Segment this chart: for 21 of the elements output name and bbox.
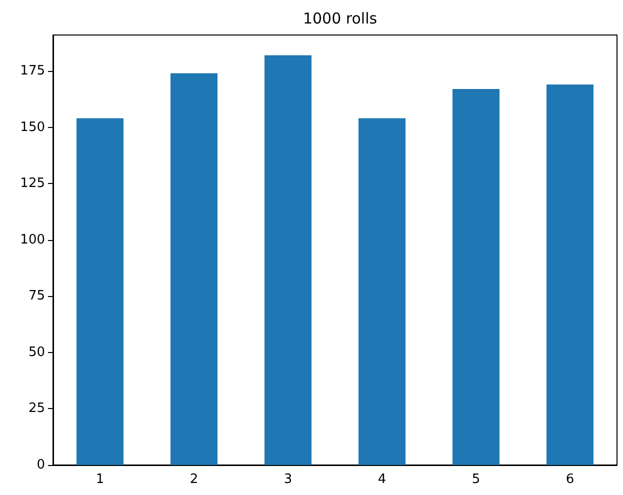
bar [76, 118, 124, 465]
y-tick-label: 75 [28, 288, 45, 304]
y-tick-label: 0 [36, 458, 45, 472]
x-tick-label: 1 [96, 472, 104, 487]
x-tick-label: 4 [378, 472, 386, 487]
x-tick-label: 5 [472, 472, 480, 487]
y-tick-label: 100 [20, 232, 45, 248]
y-tick-label: 25 [28, 401, 45, 416]
y-tick-label: 150 [20, 120, 45, 135]
bar [264, 55, 312, 465]
bar [170, 73, 218, 465]
y-tick-label: 125 [20, 176, 45, 192]
x-tick-label: 6 [566, 472, 574, 487]
x-tick-label: 2 [190, 472, 198, 487]
bar [358, 118, 406, 465]
y-tick-label: 175 [20, 64, 45, 79]
chart-title: 1000 rolls [302, 10, 378, 28]
x-tick-label: 3 [284, 472, 292, 487]
bar [452, 89, 500, 465]
bar [546, 84, 594, 465]
y-tick-label: 50 [28, 344, 45, 360]
